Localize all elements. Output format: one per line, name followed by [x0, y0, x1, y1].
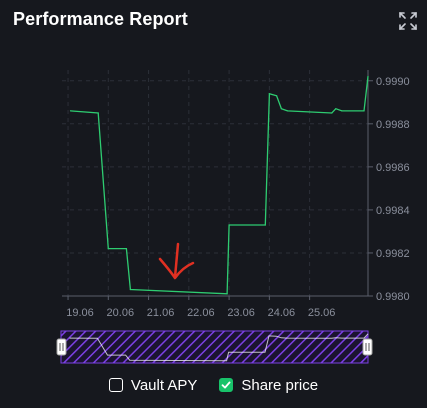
checkbox-vault-apy[interactable] [108, 378, 123, 392]
series-point [107, 248, 109, 250]
series-point [367, 75, 369, 78]
series-point [226, 293, 228, 295]
series-point [335, 108, 337, 110]
check-icon [221, 381, 231, 389]
series-point [69, 110, 72, 112]
chart-series [69, 75, 369, 295]
page-title: Performance Report [13, 9, 188, 29]
y-tick-label: 0.9982 [376, 248, 410, 260]
legend-item-share-price[interactable]: Share price [219, 377, 318, 394]
legend-label-vault-apy: Vault APY [130, 376, 198, 394]
x-axis: 19.06 20.06 21.06 22.06 23.06 24.06 25.06 [62, 295, 368, 319]
y-tick-label: 0.9980 [376, 291, 410, 303]
y-tick-label: 0.9990 [376, 76, 410, 88]
y-axis: 0.9980 0.9982 0.9984 0.9986 0.9988 0.9990 [367, 70, 410, 303]
series-point [268, 93, 270, 95]
legend-label-share-price: Share price [241, 376, 319, 394]
chart-legend: Vault APY Share price [0, 372, 427, 398]
y-tick-label: 0.9986 [376, 162, 410, 174]
range-navigator[interactable] [60, 330, 369, 364]
series-point [129, 288, 131, 291]
series-point [363, 110, 365, 112]
chart-grid [62, 70, 368, 297]
x-tick-label: 20.06 [107, 307, 135, 319]
series-point [228, 224, 230, 226]
series-point [286, 110, 289, 112]
down-arrow-icon [158, 242, 195, 280]
series-point [341, 110, 343, 112]
legend-item-vault-apy[interactable]: Vault APY [108, 376, 198, 394]
series-line-share-price [70, 76, 369, 295]
x-tick-label: 19.06 [66, 307, 94, 319]
series-point [125, 248, 127, 250]
navigator-handle-left[interactable] [56, 338, 67, 356]
x-tick-label: 25.06 [308, 307, 336, 319]
series-point [97, 112, 99, 114]
y-tick-label: 0.9984 [376, 205, 410, 217]
x-tick-label: 24.06 [268, 307, 296, 319]
navigator-handle-right[interactable] [362, 338, 373, 356]
y-tick-label: 0.9988 [376, 119, 410, 131]
checkbox-share-price[interactable] [219, 378, 234, 392]
x-tick-label: 22.06 [187, 307, 215, 319]
x-tick-label: 23.06 [227, 307, 255, 319]
x-tick-label: 21.06 [147, 307, 175, 319]
series-point [280, 108, 282, 110]
series-point [276, 95, 278, 97]
series-point [331, 112, 333, 114]
expand-icon[interactable] [398, 11, 418, 31]
series-point [264, 224, 266, 226]
